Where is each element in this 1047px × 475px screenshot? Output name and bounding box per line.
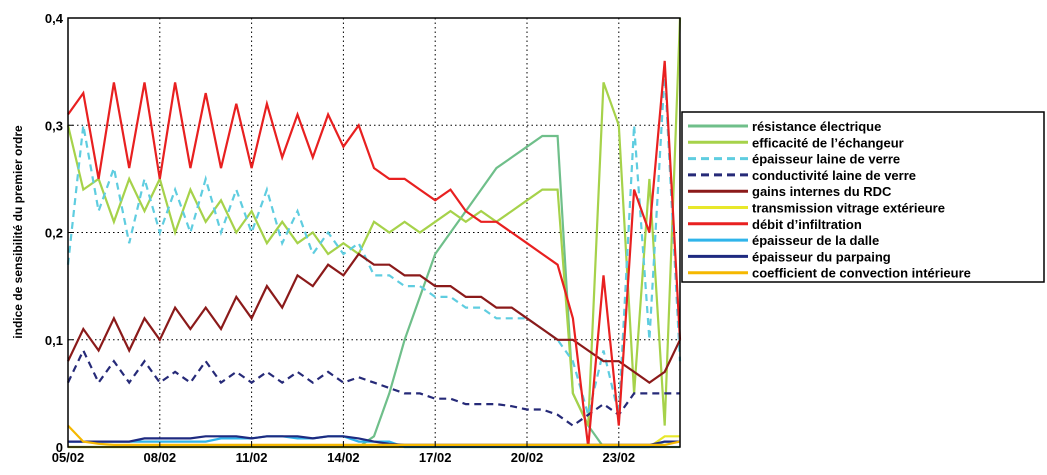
legend-label: conductivité laine de verre: [752, 168, 916, 183]
legend-label: épaisseur du parpaing: [752, 249, 891, 264]
legend-label: résistance électrique: [752, 119, 881, 134]
legend-label: épaisseur laine de verre: [752, 152, 900, 167]
x-tick-label: 23/02: [603, 450, 636, 465]
series-line: [67, 60, 682, 448]
legend-label: coefficient de convection intérieure: [752, 266, 971, 281]
legend-label: épaisseur de la dalle: [752, 233, 879, 248]
legend-box: [681, 111, 1045, 283]
x-tick-label: 20/02: [511, 450, 544, 465]
legend-label: efficacité de l’échangeur: [752, 135, 904, 150]
legend-label: transmission vitrage extérieure: [752, 201, 945, 216]
y-tick-label: 0,3: [45, 118, 63, 133]
y-tick-label: 0,2: [45, 226, 63, 241]
y-axis-label: indice de sensibilité du premier ordre: [11, 125, 25, 339]
x-tick-label: 05/02: [52, 450, 85, 465]
series-line: [67, 347, 680, 427]
y-tick-label: 0,4: [45, 11, 64, 26]
series-line: [67, 252, 681, 384]
x-tick-label: 17/02: [419, 450, 452, 465]
x-tick-label: 14/02: [327, 450, 360, 465]
series-line: [66, 17, 682, 427]
legend-label: débit d’infiltration: [752, 217, 862, 232]
x-tick-label: 08/02: [144, 450, 177, 465]
axes: 0 0,1 0,2 0,3 0,4 05/02 08/02 11/02 14/02 17/02 20…: [45, 11, 635, 465]
x-tick-label: 11/02: [236, 450, 268, 465]
y-tick-label: 0: [56, 440, 63, 455]
series-line: [67, 424, 681, 446]
y-tick-label: 0,1: [45, 333, 63, 348]
legend-label: gains internes du RDC: [752, 184, 892, 199]
